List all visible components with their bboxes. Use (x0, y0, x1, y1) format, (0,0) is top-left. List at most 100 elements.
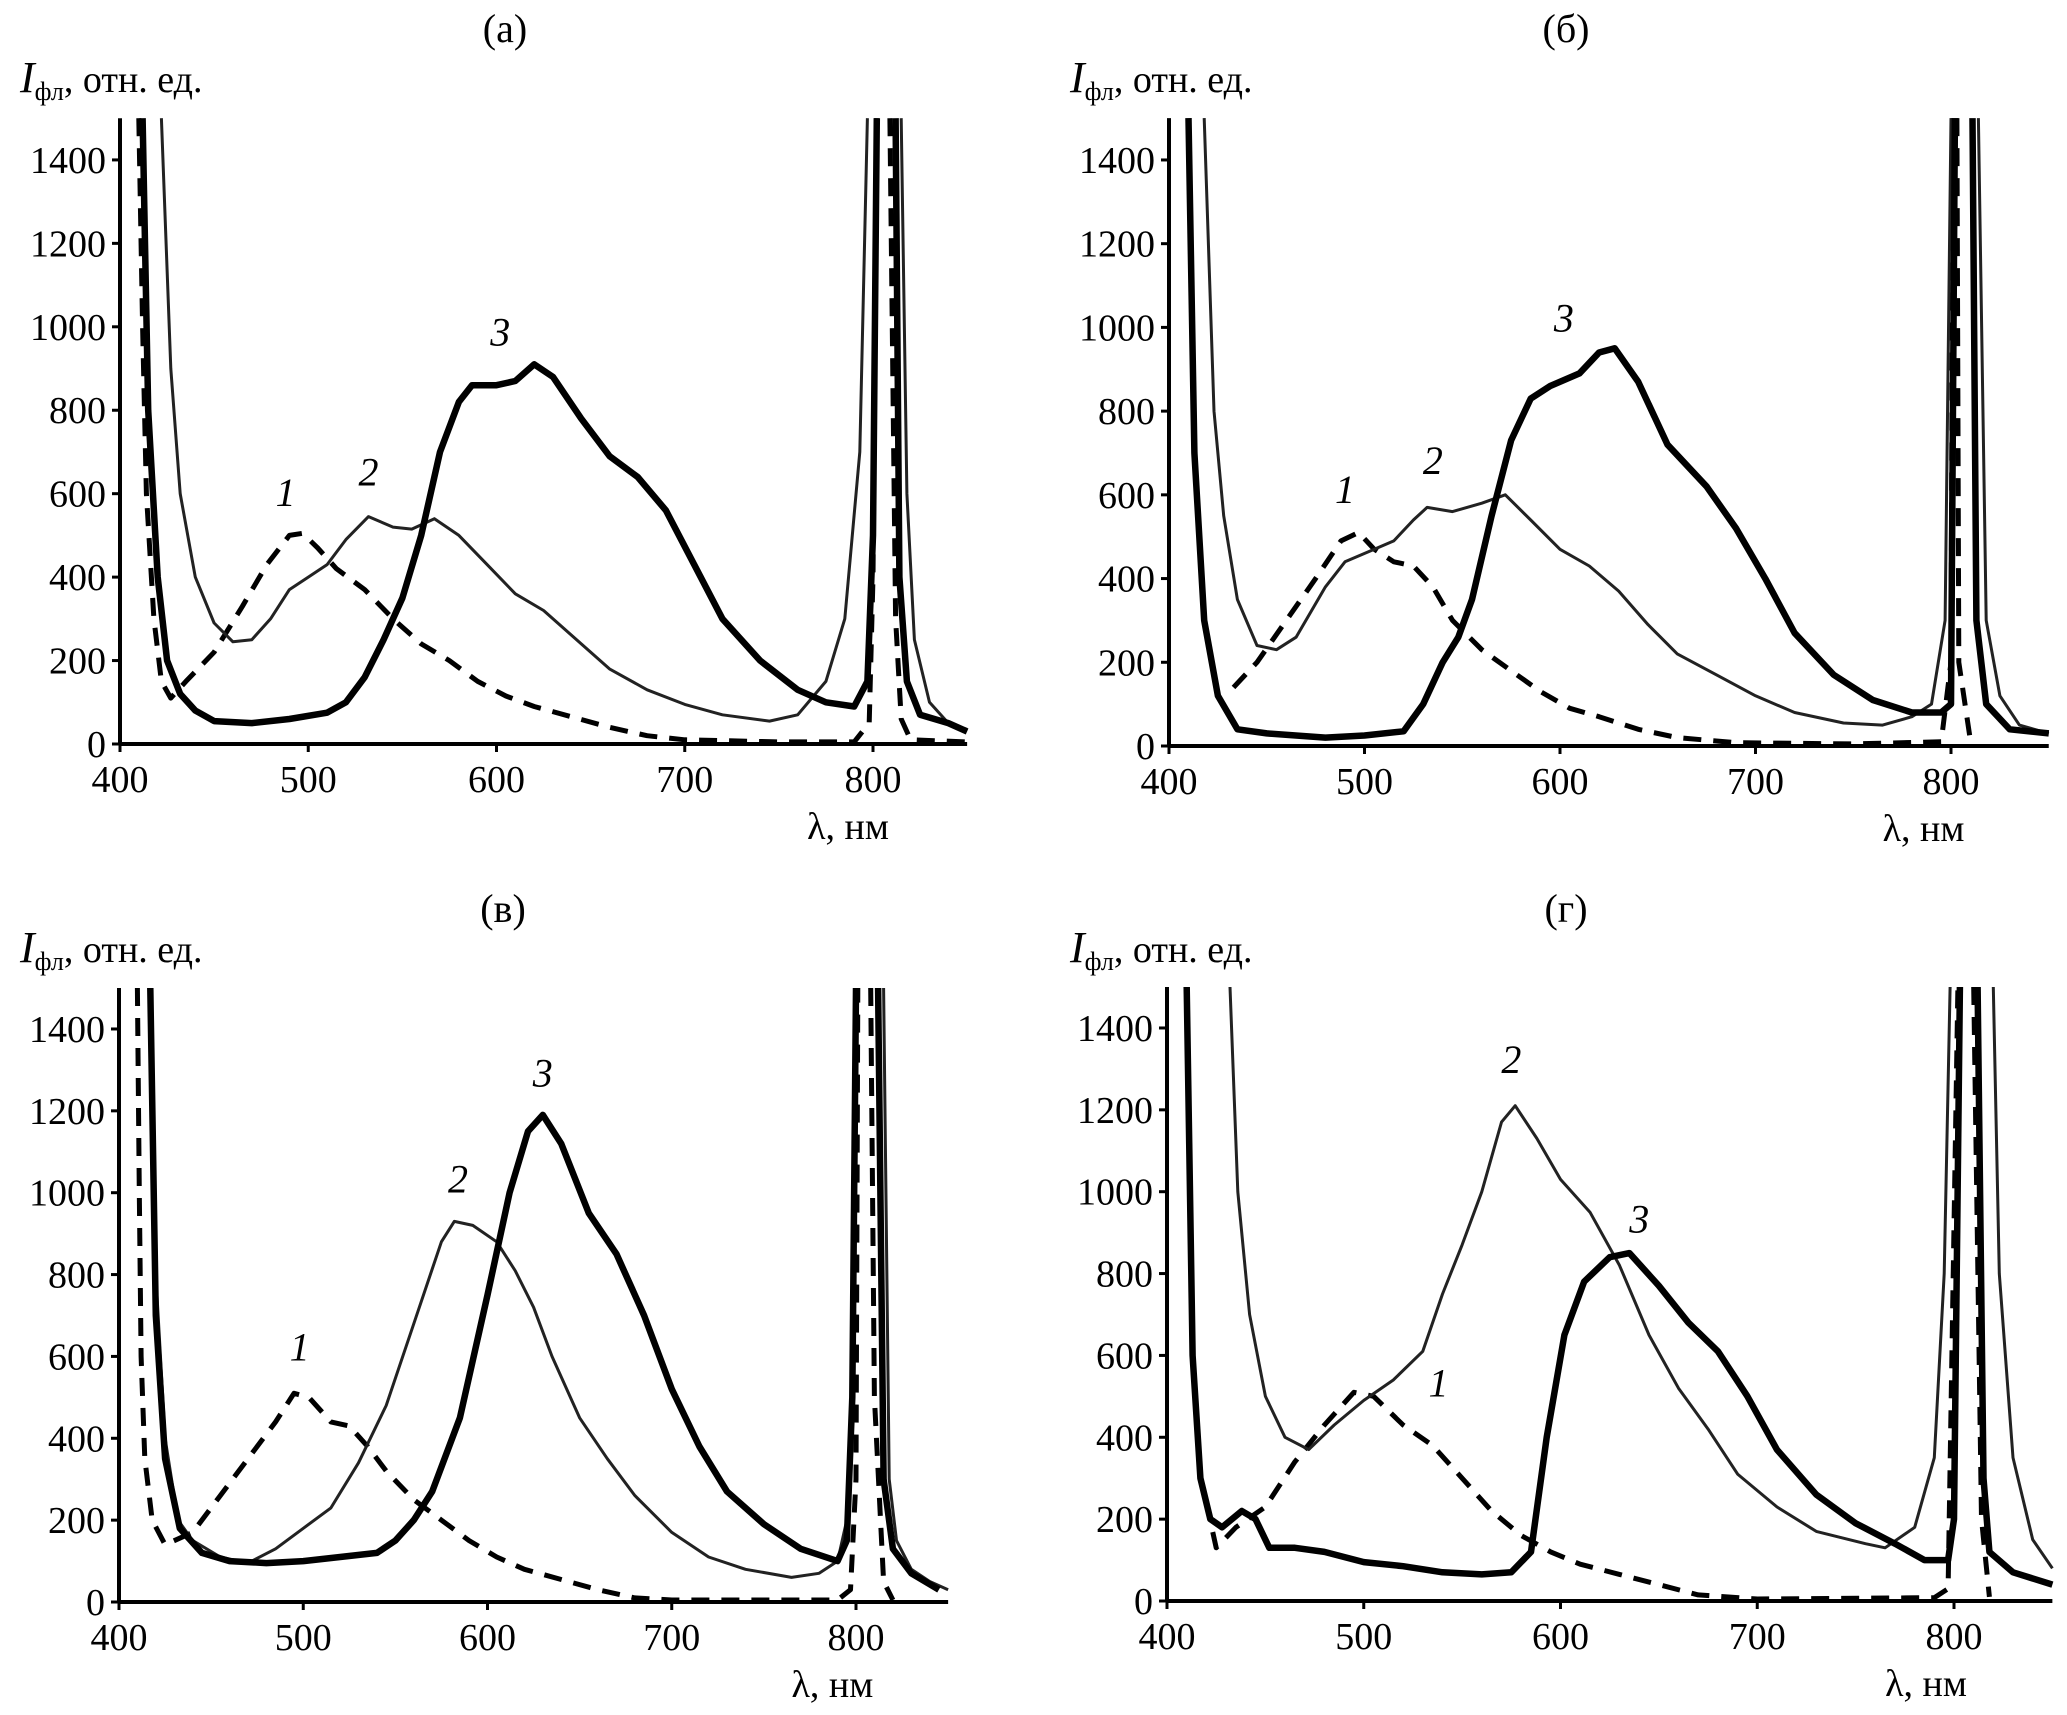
series-3-label: 3 (1628, 1197, 1649, 1242)
x-axis-label: λ, нм (807, 806, 889, 848)
series-2-label: 2 (358, 449, 378, 494)
y-tick-label: 1400 (30, 140, 106, 182)
series-2-label: 2 (448, 1157, 468, 1202)
series-2-line (159, 118, 968, 731)
y-tick-label: 400 (1098, 559, 1155, 601)
y-tick-label: 600 (49, 474, 106, 516)
y-tick-label: 600 (48, 1336, 105, 1378)
x-tick-label: 600 (459, 1617, 516, 1659)
y-tick-label: 400 (49, 557, 106, 599)
series-3-label: 3 (532, 1050, 553, 1095)
series-3-label: 3 (489, 310, 510, 355)
x-tick-label: 600 (1532, 1616, 1589, 1658)
series-2-line (1202, 118, 2050, 735)
x-tick-label: 500 (275, 1617, 332, 1659)
x-tick-label: 700 (1729, 1616, 1786, 1658)
panel-b: (б)Iфл, отн. ед.020040060080010001200140… (1069, 6, 2050, 850)
series-1-line (1203, 986, 1992, 1602)
x-tick-label: 600 (1532, 761, 1589, 803)
x-tick-label: 400 (92, 759, 149, 801)
series-1-label: 1 (1429, 1360, 1449, 1405)
y-tick-label: 600 (1096, 1335, 1153, 1377)
x-tick-label: 400 (1139, 1616, 1196, 1658)
panel-title: (в) (480, 886, 526, 931)
y-tick-label: 0 (87, 724, 106, 766)
x-tick-label: 700 (643, 1617, 700, 1659)
y-tick-label: 1400 (1077, 1008, 1153, 1050)
x-axis-label: λ, нм (792, 1664, 874, 1706)
x-axis-label: λ, нм (1885, 1663, 1967, 1705)
y-tick-label: 1200 (29, 1091, 105, 1133)
x-tick-label: 600 (468, 759, 525, 801)
y-tick-label: 200 (48, 1500, 105, 1542)
x-tick-label: 500 (1336, 761, 1393, 803)
y-axis-label: Iфл, отн. ед. (1069, 53, 1252, 106)
series-2-label: 2 (1423, 438, 1443, 483)
series-3-line (147, 987, 941, 1593)
panel-c: (в)Iфл, отн. ед.020040060080010001200140… (19, 886, 949, 1706)
y-tick-label: 800 (1096, 1254, 1153, 1296)
y-tick-label: 1000 (29, 1173, 105, 1215)
series-1-line (134, 987, 896, 1603)
y-axis-label-symbol: I (1069, 923, 1087, 972)
series-2-label: 2 (1501, 1037, 1521, 1082)
y-tick-label: 0 (86, 1582, 105, 1624)
y-tick-label: 200 (1098, 642, 1155, 684)
x-axis-label: λ, нм (1883, 808, 1965, 850)
panel-title: (б) (1543, 6, 1590, 51)
x-tick-label: 400 (91, 1617, 148, 1659)
x-tick-label: 800 (845, 759, 902, 801)
series-3-line (1185, 118, 2050, 741)
y-tick-label: 800 (48, 1255, 105, 1297)
y-tick-label: 0 (1134, 1581, 1153, 1623)
y-tick-label: 1200 (30, 223, 106, 265)
panel-title: (а) (483, 6, 527, 51)
series-1-label: 1 (1335, 467, 1355, 512)
y-tick-label: 800 (1098, 391, 1155, 433)
x-tick-label: 500 (1335, 1616, 1392, 1658)
series-1-label: 1 (290, 1325, 310, 1370)
y-tick-label: 0 (1136, 726, 1155, 768)
panel-d: (г) Iфл, отн. ед. 0 200 400 600 800 1000 1200 140… (1069, 886, 2054, 1705)
x-tick-label: 500 (280, 759, 337, 801)
y-axis-label-symbol: I (1069, 53, 1087, 102)
y-tick-label: 400 (48, 1418, 105, 1460)
y-axis-label-units: , отн. ед. (1114, 59, 1253, 101)
y-tick-label: 200 (1096, 1499, 1153, 1541)
x-tick-label: 700 (1727, 761, 1784, 803)
y-axis-label: Iфл, отн. ед. (1069, 923, 1252, 976)
y-axis-label: Iфл, отн. ед. (19, 923, 202, 976)
series-2-line (1228, 986, 2054, 1570)
series-3-line (1183, 986, 2054, 1588)
y-axis-label-units: , отн. ед. (64, 59, 203, 101)
x-tick-label: 800 (1923, 761, 1980, 803)
y-axis-label-subscript: фл (1085, 947, 1114, 976)
y-axis-label-symbol: I (19, 923, 37, 972)
panel-a: (а)Iфл, отн. ед.020040060080010001200140… (19, 6, 969, 848)
x-tick-label: 800 (1926, 1616, 1983, 1658)
y-tick-label: 1400 (29, 1009, 105, 1051)
series-1-label: 1 (276, 470, 296, 515)
x-tick-label: 700 (656, 759, 713, 801)
series-1-line (136, 118, 968, 745)
y-tick-label: 1000 (30, 307, 106, 349)
y-tick-label: 600 (1098, 475, 1155, 517)
x-tick-label: 400 (1141, 761, 1198, 803)
y-tick-label: 1000 (1077, 1172, 1153, 1214)
x-tick-label: 800 (828, 1617, 885, 1659)
series-3-label: 3 (1553, 296, 1574, 341)
y-axis-label-units: , отн. ед. (64, 929, 203, 971)
y-axis-label: Iфл, отн. ед. (19, 53, 202, 106)
y-tick-label: 1200 (1079, 224, 1155, 266)
y-tick-label: 200 (49, 641, 106, 683)
y-tick-label: 1400 (1079, 140, 1155, 182)
y-axis-label-subscript: фл (35, 77, 64, 106)
panel-title: (г) (1544, 886, 1587, 931)
y-tick-label: 1200 (1077, 1090, 1153, 1132)
y-tick-label: 800 (49, 390, 106, 432)
series-3-line (139, 118, 969, 735)
y-axis-label-subscript: фл (1085, 77, 1114, 106)
y-axis-label-symbol: I (19, 53, 37, 102)
series-1-line (1231, 118, 1974, 747)
